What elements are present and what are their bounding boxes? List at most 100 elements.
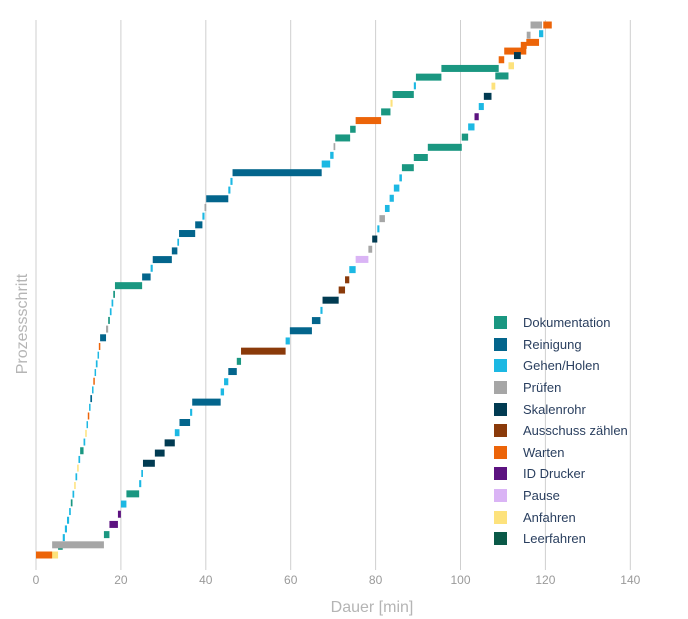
legend-item: Ausschuss zählen <box>494 420 628 442</box>
bar-geh <box>177 238 180 246</box>
x-tick-label: 80 <box>369 573 383 587</box>
legend-item: Leerfahren <box>494 528 628 550</box>
bar-dok <box>335 134 351 142</box>
legend-item: Gehen/Holen <box>494 355 628 377</box>
bar-rei <box>192 398 221 406</box>
bar-dok <box>350 125 356 133</box>
bar-dok <box>401 164 414 172</box>
bar-geh <box>468 123 475 131</box>
bar-aus <box>241 347 286 355</box>
bar-pru <box>333 143 336 151</box>
bar-dok <box>70 499 73 507</box>
bar-geh <box>285 337 290 345</box>
bars <box>36 21 552 559</box>
bar-geh <box>202 212 205 220</box>
grid-lines <box>35 20 631 570</box>
bar-ska <box>154 449 165 457</box>
bar-dok <box>495 72 509 80</box>
bar-dok <box>392 91 414 99</box>
legend-swatch <box>494 489 507 503</box>
bar-geh <box>228 186 231 194</box>
x-tick-label: 0 <box>33 573 40 587</box>
bar-geh <box>190 408 193 416</box>
bar-pru <box>379 215 385 223</box>
bar-geh <box>320 306 323 314</box>
legend-label: Skalenrohr <box>523 401 586 417</box>
bar-war <box>504 47 527 55</box>
legend-label: Leerfahren <box>523 531 586 547</box>
legend-label: Gehen/Holen <box>523 358 600 374</box>
bar-geh <box>94 369 97 377</box>
bar-rei <box>289 327 312 335</box>
bar-war <box>543 21 552 29</box>
bar-war <box>498 56 505 64</box>
bar-dok <box>413 154 428 161</box>
bar-rei <box>171 247 178 255</box>
bar-rei <box>142 273 151 281</box>
bar-geh <box>89 403 91 411</box>
legend-item: Prüfen <box>494 377 628 399</box>
bar-geh <box>389 194 394 202</box>
bar-aus <box>345 276 350 284</box>
bar-rei <box>100 334 107 342</box>
bar-dok <box>415 73 442 81</box>
bar-dok <box>381 108 391 116</box>
legend-item: Reinigung <box>494 334 628 356</box>
bar-geh <box>66 516 70 524</box>
bar-idd <box>109 520 118 528</box>
bar-war <box>355 117 382 125</box>
bar-rei <box>179 230 196 238</box>
legend-swatch <box>494 532 507 546</box>
bar-idd <box>117 510 121 518</box>
bar-geh <box>139 480 142 488</box>
bar-geh <box>321 160 331 168</box>
legend-swatch <box>494 510 507 524</box>
bar-geh <box>384 204 390 212</box>
bar-dok <box>441 64 499 72</box>
bar-ska <box>483 92 492 100</box>
x-tick-label: 20 <box>114 573 128 587</box>
bar-dok <box>113 290 115 298</box>
bar-geh <box>64 525 67 533</box>
bar-war <box>93 377 95 385</box>
legend-item: Anfahren <box>494 506 628 528</box>
bar-geh <box>141 469 143 477</box>
bar-rei <box>195 221 203 229</box>
bar-dok <box>114 282 143 290</box>
bar-dok <box>80 447 84 455</box>
bar-ska <box>372 235 378 243</box>
bar-geh <box>478 103 484 111</box>
bar-geh <box>72 490 75 498</box>
bar-rei <box>90 395 93 403</box>
legend-label: Warten <box>523 444 565 460</box>
bar-war <box>98 342 101 350</box>
bar-rei <box>152 256 172 264</box>
legend-item: Warten <box>494 442 628 464</box>
bar-geh <box>109 308 112 316</box>
legend-label: Reinigung <box>523 336 582 352</box>
legend-label: Ausschuss zählen <box>523 423 628 439</box>
bar-geh <box>78 455 81 463</box>
bar-geh <box>92 386 94 394</box>
bar-anf <box>77 464 79 472</box>
legend-swatch <box>494 467 507 481</box>
bar-war <box>526 38 540 46</box>
bar-anf <box>74 481 76 489</box>
bar-geh <box>330 151 334 159</box>
legend-swatch <box>494 381 507 395</box>
bar-geh <box>75 473 78 481</box>
bar-geh <box>62 534 65 542</box>
legend-item: Pause <box>494 485 628 507</box>
legend-swatch <box>494 359 507 373</box>
bar-dok <box>108 316 110 324</box>
bar-ska <box>142 459 155 467</box>
bar-war <box>520 41 527 49</box>
bar-geh <box>69 508 71 516</box>
bar-geh <box>349 266 356 274</box>
legend-swatch <box>494 316 507 330</box>
legend-swatch <box>494 337 507 351</box>
legend-item: Dokumentation <box>494 312 628 334</box>
bar-pru <box>52 541 104 549</box>
bar-dok <box>126 490 140 498</box>
bar-geh <box>86 421 89 429</box>
